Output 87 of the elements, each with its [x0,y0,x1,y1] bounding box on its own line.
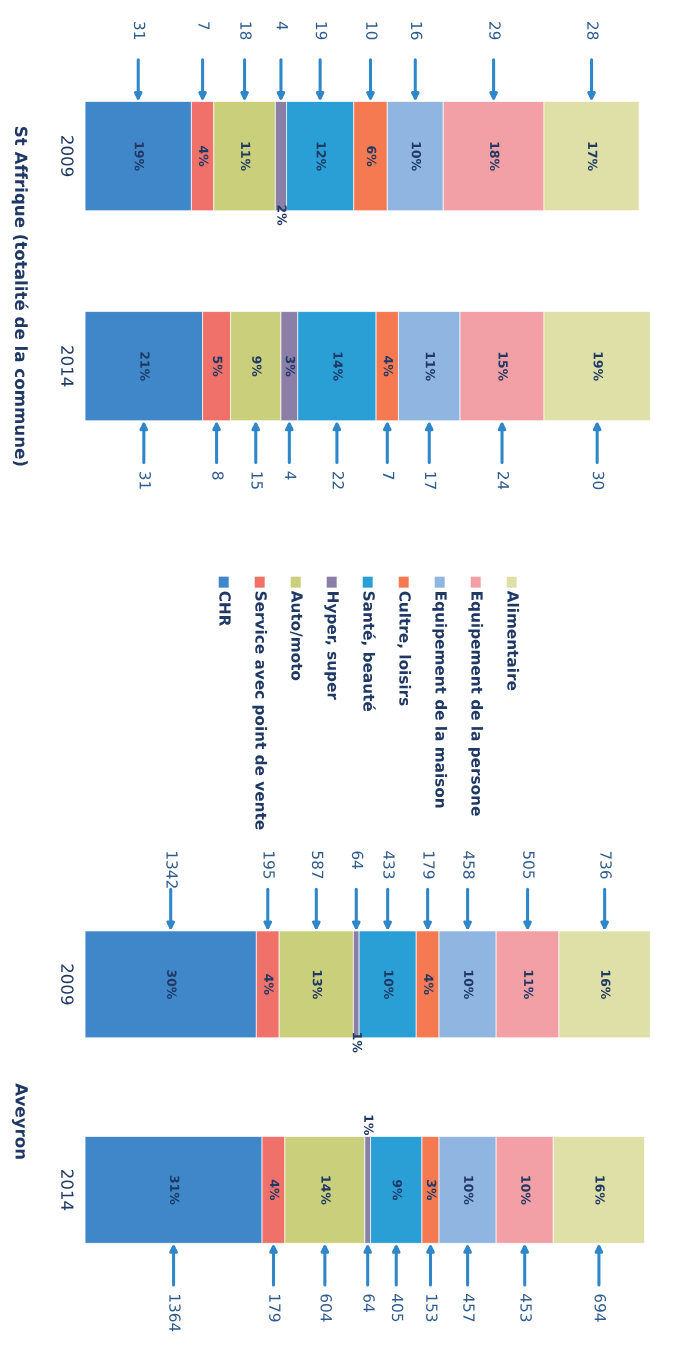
data-label: 1% [352,1033,363,1053]
text: 17 [425,472,437,489]
y-tick-label: 2014 [61,1169,74,1211]
text: 16 [410,22,423,40]
data-label: 4% [264,974,274,995]
data-label: 11% [240,142,251,171]
data-label: 21% [140,352,150,381]
data-label: 10% [384,970,394,999]
data-label: 15% [498,352,508,381]
annotation: 1342 [166,852,178,888]
y-tick-label: 2009 [61,136,74,177]
legend-label: Auto/moto [290,590,303,681]
data-label: 11% [425,352,436,381]
data-label: 9% [252,356,262,377]
text: 18 [240,22,252,40]
text: 64 [351,851,364,869]
text: 31 [139,471,151,489]
text: 405 [391,1294,404,1322]
data-label: 3% [426,1180,437,1201]
data-label: 18% [489,142,500,171]
data-label: 10% [463,1176,474,1205]
text: 7 [383,472,395,480]
text: 4 [276,21,288,30]
data-label: 3% [285,356,296,377]
text: 179 [269,1295,281,1322]
text: 458 [463,851,475,879]
data-label: 14% [333,352,343,381]
data-label: 12% [316,142,326,171]
text: 4 [285,471,297,480]
data-label: 19% [593,352,603,381]
text: 457 [463,1294,475,1322]
text: 15 [251,472,263,489]
text: 10 [366,22,378,40]
text: 24 [497,471,510,490]
text: Aveyron [11,1083,28,1159]
y-tick-label: 2009 [61,964,74,1005]
legend-label: Hyper, super [324,592,339,700]
data-label: 30% [167,970,177,999]
data-label: 4% [269,1179,280,1201]
data-label: 10% [411,142,422,171]
data-label: 16% [595,1176,605,1205]
text: 453 [520,1294,532,1322]
data-label: 17% [587,142,598,171]
text: 179 [423,852,435,879]
data-label: 6% [366,146,377,167]
text: 7 [198,22,210,30]
data-label: 4% [383,356,394,377]
data-label: 9% [392,1179,403,1201]
text: 1364 [169,1295,181,1332]
data-label: 10% [463,970,474,999]
legend-label: Santé, beauté [361,591,376,712]
data-label: 4% [198,146,209,167]
text: 587 [311,851,324,879]
data-label: 13% [312,970,323,999]
text: 30 [592,471,605,490]
data-label: 1% [364,1115,374,1136]
data-label: 16% [601,970,611,999]
data-label: 4% [424,974,434,995]
text: 29 [489,22,501,40]
legend-label: CHR [219,591,231,627]
text: 8 [212,471,224,480]
text: St Affrique (totalité de la commune) [11,126,29,466]
legend-label: Equipement de la persone [468,592,484,816]
text: 22 [332,471,345,489]
text: 505 [523,851,535,879]
data-label: 14% [321,1176,331,1205]
text: 604 [320,1294,332,1322]
data-label: 5% [212,356,223,377]
text: 694 [594,1294,607,1322]
legend-label: Cultre, loisirs [397,591,412,706]
data-label: 11% [523,970,534,999]
legend-label: Equipement de la maison [432,592,448,808]
text: 433 [383,851,395,879]
legend-label: Service avec point de vente [252,591,268,830]
data-label: 19% [134,142,145,171]
text: 19 [315,22,328,40]
text: 28 [587,22,599,40]
y-tick-label: 2014 [61,346,74,387]
data-label: 10% [521,1176,531,1205]
text: 31 [133,22,146,39]
data-label: 2% [277,205,287,226]
text: 64 [363,1294,375,1312]
text: 153 [426,1295,438,1322]
text: 195 [263,852,275,879]
data-label: 31% [169,1175,180,1205]
legend-label: Alimentaire [507,590,520,691]
text: 736 [600,851,612,879]
